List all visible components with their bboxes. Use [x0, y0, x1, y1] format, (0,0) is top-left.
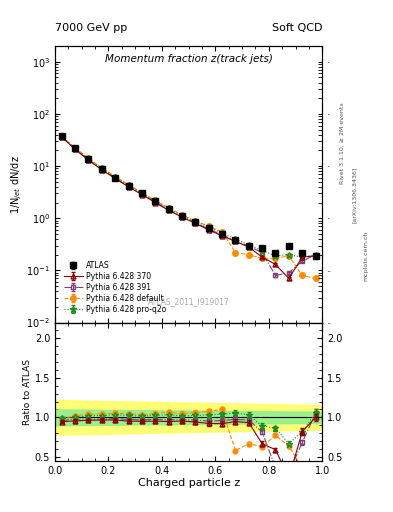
Text: Soft QCD: Soft QCD [272, 23, 322, 33]
Y-axis label: 1/N$_{jet}$ dN/dz: 1/N$_{jet}$ dN/dz [9, 155, 24, 214]
X-axis label: Charged particle z: Charged particle z [138, 478, 240, 488]
Text: 7000 GeV pp: 7000 GeV pp [55, 23, 127, 33]
Text: mcplots.cern.ch: mcplots.cern.ch [364, 231, 369, 281]
Text: [arXiv:1306.3436]: [arXiv:1306.3436] [352, 166, 357, 223]
Text: Momentum fraction z(track jets): Momentum fraction z(track jets) [105, 54, 273, 65]
Y-axis label: Ratio to ATLAS: Ratio to ATLAS [23, 359, 32, 424]
Legend: ATLAS, Pythia 6.428 370, Pythia 6.428 391, Pythia 6.428 default, Pythia 6.428 pr: ATLAS, Pythia 6.428 370, Pythia 6.428 39… [62, 259, 169, 316]
Text: ATLAS_2011_I919017: ATLAS_2011_I919017 [148, 297, 230, 306]
Text: Rivet 3.1.10, ≥ 2M events: Rivet 3.1.10, ≥ 2M events [340, 102, 345, 184]
